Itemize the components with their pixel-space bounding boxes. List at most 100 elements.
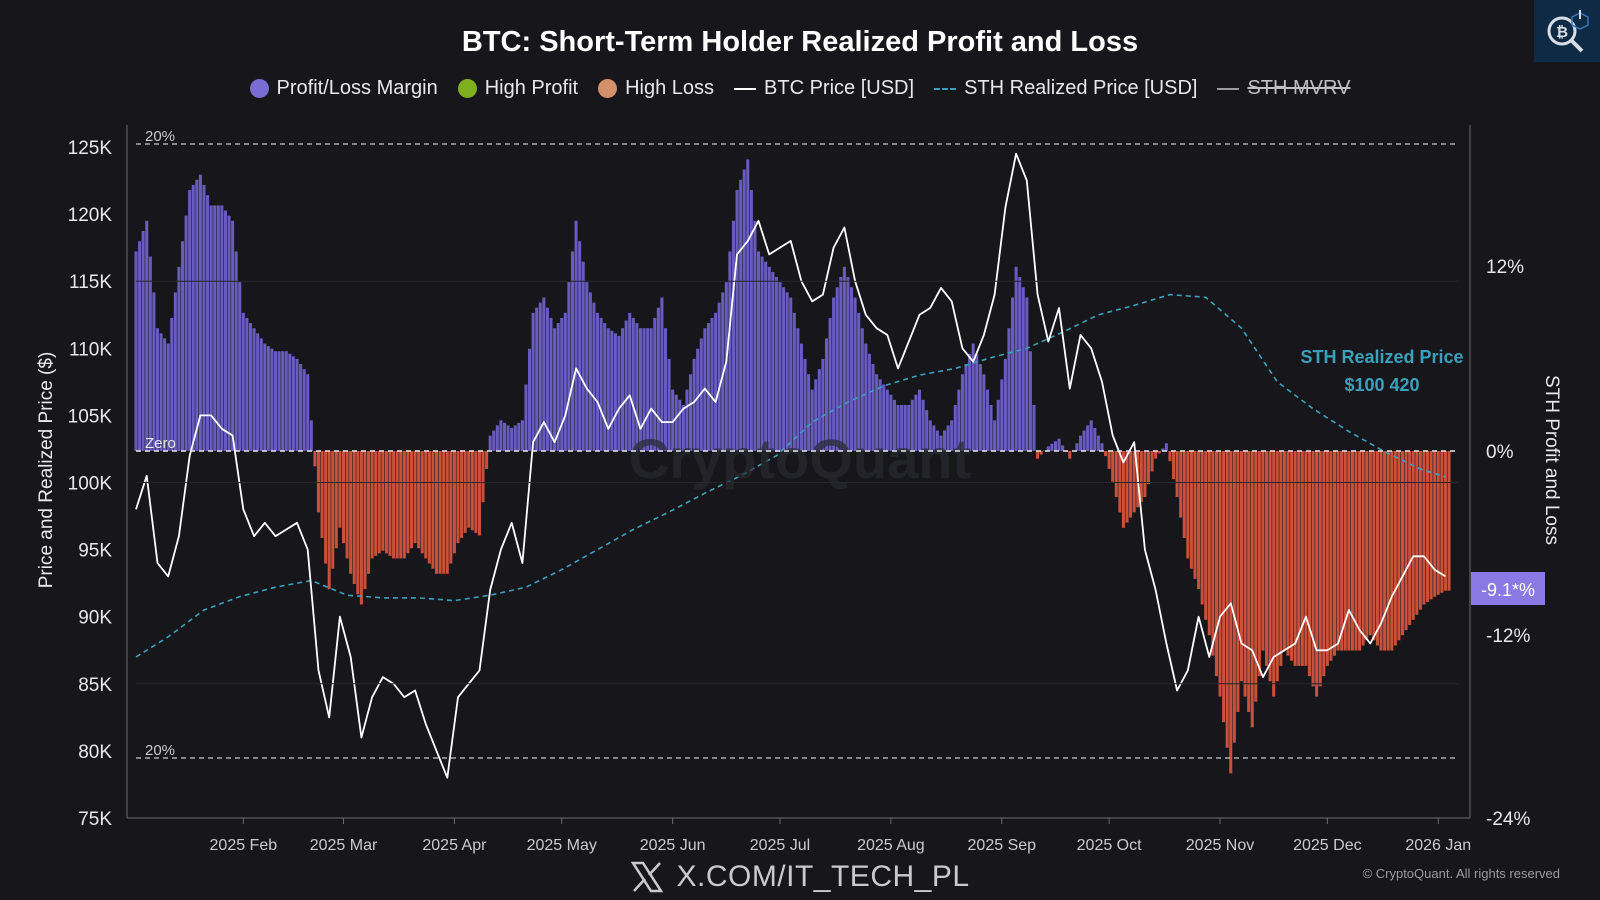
x-tick-label: 2025 Oct [1077, 837, 1142, 854]
legend-item-high-profit[interactable]: High Profit [457, 77, 578, 100]
margin-loss-bar [1372, 451, 1376, 641]
margin-profit-bar [910, 399, 914, 451]
margin-profit-bar [585, 282, 589, 451]
margin-loss-bar [1347, 451, 1351, 651]
margin-profit-bar [1089, 420, 1093, 451]
margin-loss-bar [424, 451, 428, 559]
margin-profit-bar [234, 251, 238, 451]
margin-profit-bar [259, 338, 263, 451]
margin-loss-bar [1286, 451, 1290, 656]
legend: Profit/Loss Margin High Profit High Loss… [0, 77, 1600, 100]
margin-loss-bar [359, 451, 363, 605]
margin-loss-bar [1358, 451, 1362, 651]
margin-profit-bar [785, 292, 789, 451]
legend-item-sth-realized[interactable]: STH Realized Price [USD] [934, 77, 1197, 100]
margin-profit-bar [524, 384, 528, 451]
cryptoquant-logo: ₿ [1534, 0, 1600, 62]
margin-profit-bar [309, 420, 313, 451]
margin-profit-bar [993, 420, 997, 451]
x-tick-label: 2025 Dec [1293, 837, 1362, 854]
legend-item-sth-mvrv[interactable]: STH MVRV [1217, 77, 1350, 100]
margin-profit-bar [663, 328, 668, 451]
y-right-tick-label: -24% [1486, 809, 1530, 830]
margin-loss-bar [1154, 451, 1158, 459]
margin-profit-bar [953, 404, 957, 451]
margin-profit-bar [735, 190, 739, 452]
margin-loss-bar [467, 451, 471, 528]
margin-profit-bar [560, 317, 564, 451]
margin-loss-bar [1386, 451, 1390, 651]
margin-loss-bar [1343, 451, 1347, 651]
margin-profit-bar [839, 277, 843, 451]
margin-profit-bar [950, 420, 954, 451]
margin-profit-bar [1032, 404, 1036, 451]
margin-loss-bar [417, 451, 421, 549]
margin-profit-bar [699, 338, 703, 451]
margin-profit-bar [810, 389, 814, 451]
margin-loss-bar [367, 451, 371, 574]
chart-watermark: CryptoQuant [629, 427, 971, 490]
margin-profit-bar [277, 351, 281, 451]
margin-loss-bar [313, 451, 317, 467]
margin-loss-bar [1118, 451, 1122, 513]
margin-profit-bar [649, 328, 653, 451]
margin-profit-bar [774, 277, 778, 451]
margin-loss-bar [1275, 451, 1279, 682]
margin-loss-bar [1447, 451, 1451, 591]
legend-item-high-loss[interactable]: High Loss [598, 77, 714, 100]
margin-profit-bar [545, 307, 549, 451]
margin-profit-bar [1007, 328, 1011, 451]
margin-loss-bar [327, 451, 331, 590]
y-left-tick-label: 100K [68, 474, 113, 495]
margin-profit-bar [574, 220, 578, 451]
legend-dashed-line-icon [934, 87, 957, 90]
margin-loss-bar [1111, 451, 1115, 482]
margin-loss-bar [1329, 451, 1333, 661]
margin-profit-bar [613, 333, 617, 451]
bitcoin-magnifier-icon: ₿ [1547, 10, 1589, 53]
margin-profit-bar [502, 422, 507, 451]
margin-loss-bar [370, 451, 374, 559]
margin-loss-bar [1318, 451, 1322, 687]
margin-loss-bar [1204, 451, 1208, 620]
margin-loss-bar [381, 451, 385, 551]
margin-profit-bar [148, 256, 152, 451]
svg-text:₿: ₿ [1556, 23, 1568, 41]
margin-profit-bar [1025, 297, 1029, 451]
margin-loss-bar [1200, 451, 1204, 605]
margin-loss-bar [452, 451, 456, 554]
margin-loss-bar [1189, 451, 1193, 569]
margin-profit-bar [706, 323, 710, 451]
margin-profit-bar [982, 374, 986, 451]
margin-loss-bar [1139, 451, 1143, 503]
margin-loss-bar [1436, 451, 1440, 595]
margin-loss-bar [427, 451, 431, 564]
margin-loss-bar [392, 451, 396, 559]
legend-label: STH Realized Price [USD] [964, 77, 1198, 99]
margin-loss-bar [1311, 451, 1315, 687]
y-right-tick-label: 12% [1486, 257, 1524, 278]
margin-profit-bar [925, 410, 929, 451]
margin-profit-bar [914, 394, 918, 451]
legend-item-margin[interactable]: Profit/Loss Margin [249, 77, 438, 100]
margin-loss-bar [460, 451, 464, 538]
margin-profit-bar [513, 425, 517, 451]
legend-dot-icon [598, 79, 618, 98]
margin-profit-bar [1075, 443, 1079, 451]
margin-profit-bar [542, 297, 546, 451]
legend-item-btc-price[interactable]: BTC Price [USD] [734, 77, 914, 100]
margin-profit-bar [1000, 379, 1004, 451]
margin-profit-bar [739, 179, 743, 452]
margin-loss-bar [1132, 451, 1136, 513]
margin-profit-bar [227, 215, 231, 451]
margin-profit-bar [635, 323, 639, 451]
margin-profit-bar [724, 282, 728, 451]
margin-profit-bar [538, 302, 542, 451]
x-tick-label: 2026 Jan [1405, 837, 1471, 854]
margin-profit-bar [932, 425, 936, 451]
margin-loss-bar [374, 451, 378, 556]
margin-profit-bar [270, 348, 274, 451]
plot-area [134, 152, 1451, 779]
margin-profit-bar [631, 317, 635, 451]
